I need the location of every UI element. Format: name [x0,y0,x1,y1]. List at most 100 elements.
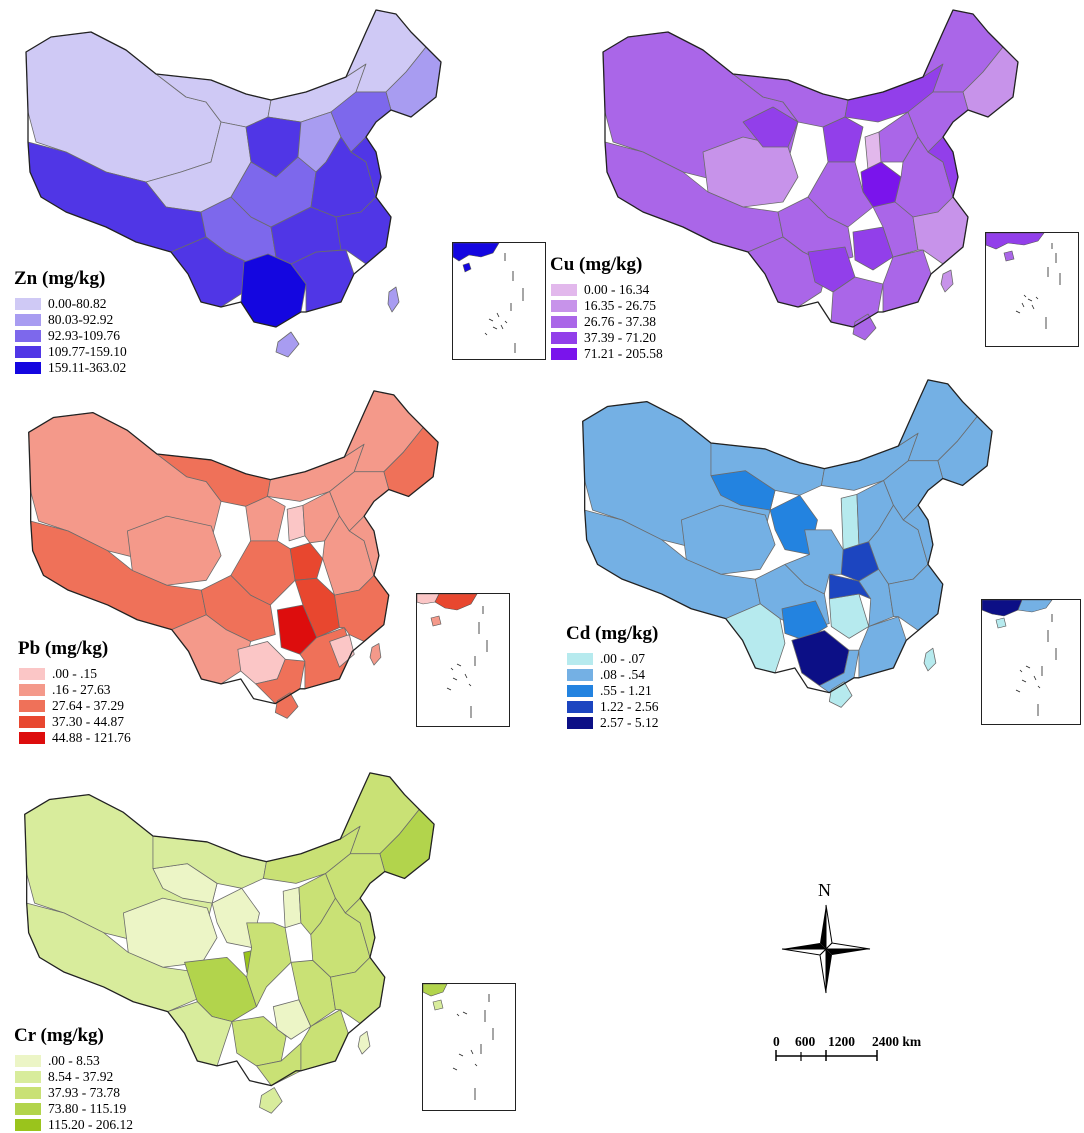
legend-swatch [14,345,42,359]
legend-label: 0.00-80.82 [48,296,107,311]
legend-row: 1.22 - 2.56 [566,699,659,715]
scale-tick-2400: 2400 km [872,1034,922,1049]
legend-label: 115.20 - 206.12 [48,1117,133,1132]
legend-label: 2.57 - 5.12 [600,715,659,730]
legend-label: 71.21 - 205.58 [584,346,663,361]
compass-rose-icon [781,904,871,994]
north-label: N [818,880,831,900]
cr-inset-islands [422,983,494,1100]
legend-swatch [550,299,578,313]
cd-inset-map [981,599,1081,725]
legend-swatch [18,699,46,713]
legend-swatch [14,1102,42,1116]
legend-swatch [14,1086,42,1100]
legend-label: .08 - .54 [600,667,645,682]
legend-swatch [18,683,46,697]
legend-swatch [566,684,594,698]
legend-swatch [14,1070,42,1084]
legend-row: 8.54 - 37.92 [14,1069,133,1085]
legend-row: 44.88 - 121.76 [18,730,131,746]
legend-row: .16 - 27.63 [18,682,131,698]
legend-swatch [550,331,578,345]
legend-row: .00 - 8.53 [14,1053,133,1069]
legend-label: 44.88 - 121.76 [52,730,131,745]
cu-map [602,9,1019,341]
legend-row: .00 - .07 [566,651,659,667]
zn-legend-title: Zn (mg/kg) [14,268,106,289]
legend-row: 16.35 - 26.75 [550,298,663,314]
legend-row: 73.80 - 115.19 [14,1101,133,1117]
legend-row: 115.20 - 206.12 [14,1117,133,1133]
legend-row: 27.64 - 37.29 [18,698,131,714]
legend-row: 92.93-109.76 [14,328,127,344]
zn-inset-map [452,242,546,360]
pb-map [28,390,439,719]
cr-inset-map [422,983,516,1111]
legend-label: 37.93 - 73.78 [48,1085,120,1100]
legend-label: 37.30 - 44.87 [52,714,124,729]
legend-label: 27.64 - 37.29 [52,698,124,713]
cd-legend-title: Cd (mg/kg) [566,623,659,644]
legend-label: 109.77-159.10 [48,344,127,359]
pb-inset-map [416,593,510,727]
legend-swatch [550,347,578,361]
cr-legend-title: Cr (mg/kg) [14,1025,104,1046]
legend-row: 0.00-80.82 [14,296,127,312]
legend-row: 37.30 - 44.87 [18,714,131,730]
pb-inset-islands [416,593,488,718]
legend-row: 109.77-159.10 [14,344,127,360]
legend-swatch [566,716,594,730]
zn-provinces [25,9,442,358]
legend-row: 2.57 - 5.12 [566,715,659,731]
legend-swatch [18,715,46,729]
legend-row: .08 - .54 [566,667,659,683]
legend-label: 8.54 - 37.92 [48,1069,114,1084]
cd-legend: Cd (mg/kg) .00 - .07 .08 - .54 .55 - 1.2… [566,623,659,731]
legend-swatch [14,1118,42,1132]
cd-provinces [582,379,993,708]
legend-label: .00 - 8.53 [48,1053,100,1068]
legend-row: 0.00 - 16.34 [550,282,663,298]
legend-label: 159.11-363.02 [48,360,127,375]
pb-legend: Pb (mg/kg) .00 - .15 .16 - 27.63 27.64 -… [18,638,131,746]
legend-swatch [14,313,42,327]
cd-map [582,379,993,708]
legend-label: 16.35 - 26.75 [584,298,656,313]
cu-provinces [602,9,1019,341]
legend-swatch [566,700,594,714]
cu-inset-map [985,232,1079,347]
legend-swatch [18,731,46,745]
legend-swatch [566,668,594,682]
cr-provinces [24,772,435,1114]
legend-swatch [14,1054,42,1068]
legend-swatch [14,297,42,311]
legend-label: .00 - .15 [52,666,97,681]
scale-tick-0: 0 [773,1034,780,1049]
legend-swatch [550,283,578,297]
legend-row: .00 - .15 [18,666,131,682]
legend-swatch [14,361,42,375]
legend-label: 80.03-92.92 [48,312,114,327]
cr-map [24,772,435,1114]
legend-row: 71.21 - 205.58 [550,346,663,362]
cr-legend: Cr (mg/kg) .00 - 8.53 8.54 - 37.92 37.93… [14,1025,133,1133]
cu-legend: Cu (mg/kg) 0.00 - 16.34 16.35 - 26.75 26… [550,254,663,362]
zn-inset-islands [452,242,524,353]
legend-label: 1.22 - 2.56 [600,699,659,714]
zn-map [25,9,442,358]
legend-row: 80.03-92.92 [14,312,127,328]
legend-row: 159.11-363.02 [14,360,127,376]
legend-label: .55 - 1.21 [600,683,652,698]
scale-tick-1200: 1200 [828,1034,855,1049]
cu-inset-islands [985,232,1061,329]
pb-legend-title: Pb (mg/kg) [18,638,109,659]
legend-label: 73.80 - 115.19 [48,1101,127,1116]
scale-tick-600: 600 [795,1034,816,1049]
legend-swatch [550,315,578,329]
zn-legend: Zn (mg/kg) 0.00-80.82 80.03-92.92 92.93-… [14,268,127,376]
legend-label: 26.76 - 37.38 [584,314,656,329]
legend-label: .16 - 27.63 [52,682,111,697]
legend-label: 0.00 - 16.34 [584,282,650,297]
legend-row: .55 - 1.21 [566,683,659,699]
cu-legend-title: Cu (mg/kg) [550,254,643,275]
